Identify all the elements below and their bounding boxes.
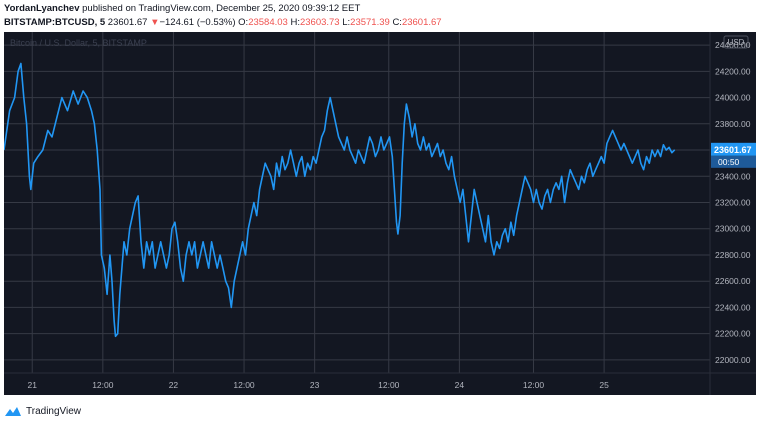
current-price-tag-bg	[711, 142, 756, 156]
time-axis-tick-label: 22	[169, 380, 179, 390]
current-price-tag: 23601.67 00:50	[711, 142, 756, 168]
grid	[4, 32, 710, 373]
high-value: 23603.73	[299, 17, 340, 28]
price-axis-tick-label: 23800.00	[715, 119, 751, 129]
price-axis-tick-label: 22800.00	[715, 250, 751, 260]
high-label: H:	[290, 17, 300, 28]
price-axis-tick-label: 22600.00	[715, 276, 751, 286]
time-axis-tick-label: 12:00	[92, 380, 114, 390]
low-label: L:	[342, 17, 351, 28]
symbol-label: BITSTAMP:BTCUSD, 5	[4, 17, 106, 28]
price-line	[4, 62, 676, 338]
price-axis-tick-label: 23400.00	[715, 171, 751, 181]
price-axis[interactable]: 22000.00 22200.00 22400.00 22600.00 22800.00…	[715, 40, 751, 365]
low-value: 23571.39	[350, 17, 390, 28]
author-name[interactable]: YordanLyanchev	[4, 3, 80, 14]
price-axis-tick-label: 22400.00	[715, 302, 751, 312]
countdown-tag-bg	[711, 155, 756, 168]
symbol-watermark: Bitcoin / U.S. Dollar, 5, BITSTAMP	[10, 38, 147, 48]
last-price: 23601.67	[107, 17, 148, 28]
time-axis-tick-label: 24	[455, 380, 465, 390]
open-value: 23584.03	[248, 17, 288, 28]
price-axis-tick-label: 23000.00	[715, 224, 751, 234]
price-axis-tick-label: 24000.00	[715, 93, 751, 103]
publication-header: YordanLyanchev published on TradingView.…	[4, 1, 759, 33]
current-price-value: 23601.67	[714, 145, 752, 155]
tradingview-footer[interactable]: TradingView	[4, 402, 81, 420]
price-chart[interactable]: Bitcoin / U.S. Dollar, 5, BITSTAMP 22000…	[4, 32, 756, 395]
time-axis-tick-label: 12:00	[233, 380, 255, 390]
time-axis-tick-label: 25	[599, 380, 609, 390]
time-axis-tick-label: 21	[28, 380, 38, 390]
tradingview-logo-icon	[5, 407, 21, 416]
time-axis-tick-label: 12:00	[378, 380, 400, 390]
price-axis-tick-label: 24400.00	[715, 40, 751, 50]
price-axis-tick-label: 22200.00	[715, 329, 751, 339]
price-change: −124.61 (−0.53%)	[159, 17, 236, 28]
publisher-line: YordanLyanchev published on TradingView.…	[4, 3, 360, 14]
published-text: published on TradingView.com, December 2…	[79, 3, 361, 14]
bar-countdown: 00:50	[718, 157, 740, 167]
price-axis-tick-label: 22000.00	[715, 355, 751, 365]
close-value: 23601.67	[401, 17, 442, 28]
currency-badge-text: USD	[728, 38, 745, 47]
price-axis-tick-label: 23200.00	[715, 198, 751, 208]
time-axis-tick-label: 23	[310, 380, 320, 390]
currency-badge-frame	[723, 35, 749, 49]
price-axis-tick-label: 24200.00	[715, 66, 751, 76]
close-label: C:	[392, 17, 402, 28]
time-axis[interactable]: 21 12:00 22 12:00 23 12:00 24 12:00 25	[28, 380, 610, 390]
time-axis-tick-label: 12:00	[523, 380, 545, 390]
chart-panel[interactable]: Bitcoin / U.S. Dollar, 5, BITSTAMP 22000…	[4, 32, 756, 395]
currency-badge[interactable]: USD	[723, 35, 749, 49]
tradingview-brand: TradingView	[26, 405, 82, 417]
open-label: O:	[238, 17, 249, 28]
symbol-ohlc-line: BITSTAMP:BTCUSD, 5 23601.67 ▼−124.61 (−0…	[4, 17, 442, 28]
change-down-icon: ▼	[150, 17, 160, 28]
